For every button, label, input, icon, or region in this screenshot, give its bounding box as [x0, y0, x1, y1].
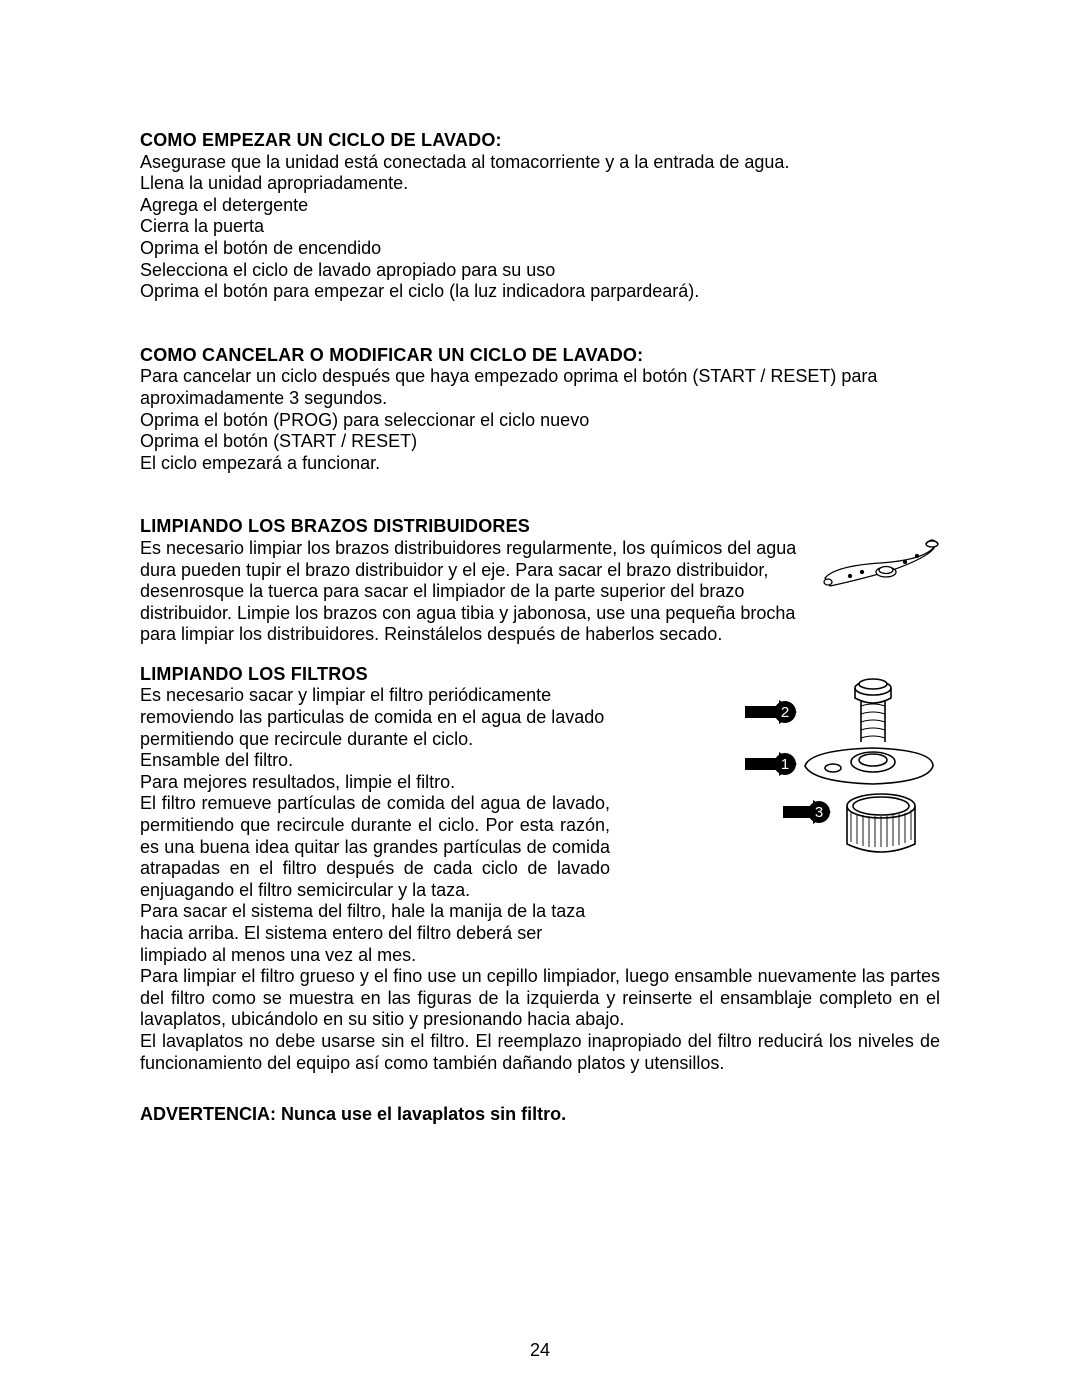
manual-page: COMO EMPEZAR UN CICLO DE LAVADO: Asegura…: [0, 0, 1080, 1397]
figure-label-3: 3: [815, 804, 823, 821]
page-number: 24: [0, 1340, 1080, 1361]
body-line: Oprima el botón de encendido: [140, 238, 940, 260]
filter-assembly-figure: 2 1 3: [745, 674, 940, 864]
section-clean-filters: 2 1 3 LIMPIANDO LOS FILTROS Es necesario…: [140, 664, 940, 1125]
section-clean-arms: LIMPIANDO LOS BRAZOS DISTRIBUIDORES Es n…: [140, 516, 940, 646]
body-line: El ciclo empezará a funcionar.: [140, 453, 940, 475]
body-paragraph: Es necesario sacar y limpiar el filtro p…: [140, 685, 610, 750]
body-paragraph: Es necesario limpiar los brazos distribu…: [140, 538, 802, 646]
heading-cancel-cycle: COMO CANCELAR O MODIFICAR UN CICLO DE LA…: [140, 345, 940, 367]
body-line: Cierra la puerta: [140, 216, 940, 238]
body-paragraph: Para sacar el sistema del filtro, hale l…: [140, 901, 610, 966]
heading-start-cycle: COMO EMPEZAR UN CICLO DE LAVADO:: [140, 130, 940, 152]
clean-arms-text: LIMPIANDO LOS BRAZOS DISTRIBUIDORES Es n…: [140, 516, 802, 646]
body-paragraph: El filtro remueve partículas de comida d…: [140, 793, 610, 901]
spray-arm-figure: [820, 516, 940, 606]
figure-label-1: 1: [781, 756, 789, 773]
body-line: Asegurase que la unidad está conectada a…: [140, 152, 940, 174]
section-start-cycle: COMO EMPEZAR UN CICLO DE LAVADO: Asegura…: [140, 130, 940, 303]
body-line: Oprima el botón (START / RESET): [140, 431, 940, 453]
body-line: Oprima el botón (PROG) para seleccionar …: [140, 410, 940, 432]
figure-label-2: 2: [781, 704, 789, 721]
body-line: Selecciona el ciclo de lavado apropiado …: [140, 260, 940, 282]
spray-arm-icon: [820, 516, 940, 606]
heading-clean-arms: LIMPIANDO LOS BRAZOS DISTRIBUIDORES: [140, 516, 802, 538]
section-cancel-cycle: COMO CANCELAR O MODIFICAR UN CICLO DE LA…: [140, 345, 940, 475]
body-paragraph: Para limpiar el filtro grueso y el fino …: [140, 966, 940, 1031]
warning-text: ADVERTENCIA: Nunca use el lavaplatos sin…: [140, 1104, 940, 1125]
body-line: Llena la unidad apropriadamente.: [140, 173, 940, 195]
body-line: Para cancelar un ciclo después que haya …: [140, 366, 940, 409]
body-paragraph: Para mejores resultados, limpie el filtr…: [140, 772, 610, 794]
body-line: Oprima el botón para empezar el ciclo (l…: [140, 281, 940, 303]
filter-assembly-icon: 2 1 3: [745, 674, 940, 864]
body-paragraph: Ensamble del filtro.: [140, 750, 610, 772]
body-line: Agrega el detergente: [140, 195, 940, 217]
body-paragraph: El lavaplatos no debe usarse sin el filt…: [140, 1031, 940, 1074]
